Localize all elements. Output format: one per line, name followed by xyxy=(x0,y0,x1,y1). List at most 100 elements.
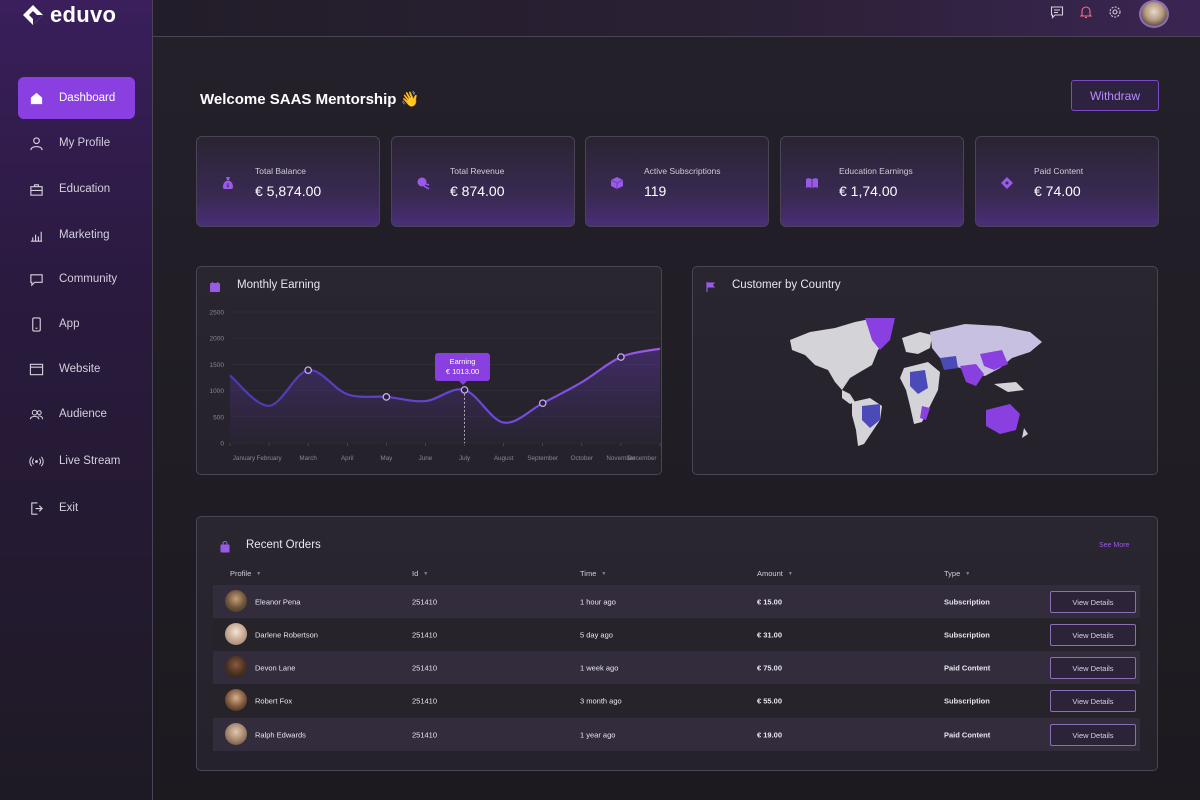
order-type: Subscription xyxy=(944,597,990,606)
monthly-earning-panel xyxy=(196,266,662,475)
view-details-button[interactable]: View Details xyxy=(1050,657,1136,679)
map-middle-east xyxy=(940,356,958,370)
profile-name: Eleanor Pena xyxy=(255,597,301,606)
column-header-label: Time xyxy=(580,569,597,578)
order-amount: € 19.00 xyxy=(757,730,783,739)
sidebar-item-label: Dashboard xyxy=(59,92,116,104)
stat-value: € 5,874.00 xyxy=(255,183,322,199)
order-time: 1 week ago xyxy=(580,663,619,672)
phone-icon xyxy=(29,316,44,332)
stat-value: € 74.00 xyxy=(1034,183,1081,199)
message-icon[interactable] xyxy=(1050,5,1064,19)
order-amount: € 15.00 xyxy=(757,597,783,606)
stat-card-total-revenue[interactable]: Total Revenue € 874.00 xyxy=(391,136,575,227)
tooltip-value: € 1013.00 xyxy=(445,367,480,376)
stat-card-education-earnings[interactable]: Education Earnings € 1,74.00 xyxy=(780,136,964,227)
book-icon xyxy=(805,176,819,190)
top-bar xyxy=(153,0,1200,37)
map-africa-highlight xyxy=(910,370,928,394)
shopping-bag-icon xyxy=(219,540,231,553)
sidebar-item-community[interactable]: Community xyxy=(18,258,135,300)
map-europe xyxy=(902,332,932,354)
column-header-time[interactable]: Time ▼ xyxy=(580,569,606,578)
ticket-icon xyxy=(1000,176,1014,190)
order-id: 251410 xyxy=(412,630,438,639)
withdraw-button[interactable]: Withdraw xyxy=(1071,80,1159,111)
users-icon xyxy=(29,407,44,422)
view-details-button[interactable]: View Details xyxy=(1050,624,1136,646)
see-more-link[interactable]: See More xyxy=(1099,542,1130,549)
order-amount: € 31.00 xyxy=(757,630,783,639)
stat-label: Paid Content xyxy=(1034,166,1084,176)
sidebar-item-exit[interactable]: Exit xyxy=(18,487,135,529)
chart-tooltip: Earning € 1013.00 xyxy=(435,353,490,385)
map-asia xyxy=(930,324,1042,376)
briefcase-icon xyxy=(29,182,44,197)
map-greenland xyxy=(865,318,895,350)
map-new-zealand xyxy=(1022,428,1028,438)
sidebar: eduvo Dashboard My Profile Education Mar… xyxy=(0,0,153,800)
app-name: eduvo xyxy=(50,2,117,27)
profile-name: Darlene Robertson xyxy=(255,630,318,639)
column-header-type[interactable]: Type ▼ xyxy=(944,569,970,578)
profile-name: Devon Lane xyxy=(255,663,296,672)
column-header-profile[interactable]: Profile ▼ xyxy=(230,569,261,578)
avatar xyxy=(225,723,247,745)
sidebar-item-website[interactable]: Website xyxy=(18,348,135,390)
order-type: Paid Content xyxy=(944,730,991,739)
table-row: Darlene Robertson 251410 5 day ago € 31.… xyxy=(213,618,1140,651)
order-type: Subscription xyxy=(944,696,990,705)
calendar-icon xyxy=(209,280,221,292)
sidebar-item-marketing[interactable]: Marketing xyxy=(18,214,135,256)
sidebar-item-audience[interactable]: Audience xyxy=(18,393,135,435)
avatar xyxy=(225,590,247,612)
order-id: 251410 xyxy=(412,696,438,705)
order-type: Subscription xyxy=(944,630,990,639)
logo[interactable]: eduvo xyxy=(22,2,116,28)
sidebar-item-app[interactable]: App xyxy=(18,303,135,345)
column-header-id[interactable]: Id ▼ xyxy=(412,569,428,578)
map-china xyxy=(980,350,1008,370)
sidebar-item-live-stream[interactable]: Live Stream xyxy=(18,440,135,482)
table-row: Robert Fox 251410 3 month ago € 55.00 Su… xyxy=(213,684,1140,717)
order-id: 251410 xyxy=(412,730,438,739)
view-details-button[interactable]: View Details xyxy=(1050,690,1136,712)
stat-value: € 1,74.00 xyxy=(839,183,898,199)
column-header-label: Id xyxy=(412,569,419,578)
chat-icon xyxy=(29,272,44,287)
revenue-icon xyxy=(416,176,430,190)
sort-icon: ▼ xyxy=(601,570,607,577)
sort-icon: ▼ xyxy=(256,570,262,577)
avatar xyxy=(225,689,247,711)
user-icon xyxy=(29,136,44,151)
sort-icon: ▼ xyxy=(423,570,429,577)
avatar xyxy=(225,623,247,645)
order-type: Paid Content xyxy=(944,663,991,672)
stat-card-paid-content[interactable]: Paid Content € 74.00 xyxy=(975,136,1159,227)
column-header-amount[interactable]: Amount ▼ xyxy=(757,569,793,578)
view-details-button[interactable]: View Details xyxy=(1050,724,1136,746)
bell-icon[interactable] xyxy=(1079,5,1093,19)
profile-name: Robert Fox xyxy=(255,696,293,705)
map-south-africa xyxy=(920,406,930,420)
svg-text:$: $ xyxy=(226,183,229,189)
sidebar-item-dashboard[interactable]: Dashboard xyxy=(18,77,135,119)
stat-card-active-subscriptions[interactable]: Active Subscriptions 119 xyxy=(585,136,769,227)
stat-card-total-balance[interactable]: $ Total Balance € 5,874.00 xyxy=(196,136,380,227)
sidebar-item-my-profile[interactable]: My Profile xyxy=(18,122,135,164)
order-time: 1 hour ago xyxy=(580,597,616,606)
column-header-label: Type xyxy=(944,569,961,578)
customer-by-country-title: Customer by Country xyxy=(732,279,841,291)
order-amount: € 55.00 xyxy=(757,696,783,705)
map-north-america xyxy=(790,318,890,390)
avatar xyxy=(225,656,247,678)
stat-value: 119 xyxy=(644,183,667,199)
sidebar-item-education[interactable]: Education xyxy=(18,168,135,210)
gear-icon[interactable] xyxy=(1108,5,1122,19)
view-details-button[interactable]: View Details xyxy=(1050,591,1136,613)
table-row: Devon Lane 251410 1 week ago € 75.00 Pai… xyxy=(213,651,1140,684)
logo-icon xyxy=(23,5,43,25)
order-id: 251410 xyxy=(412,663,438,672)
user-avatar[interactable] xyxy=(1139,0,1169,28)
stat-label: Education Earnings xyxy=(839,166,913,176)
